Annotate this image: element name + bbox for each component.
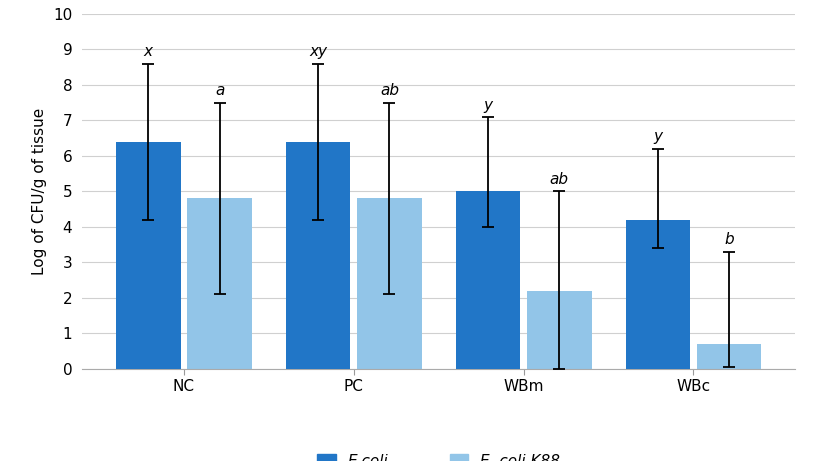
Text: b: b bbox=[723, 232, 733, 248]
Y-axis label: Log of CFU/g of tissue: Log of CFU/g of tissue bbox=[33, 108, 48, 275]
Text: xy: xy bbox=[309, 44, 327, 59]
Text: ab: ab bbox=[549, 172, 568, 187]
Bar bbox=[455, 191, 519, 369]
Bar bbox=[115, 142, 180, 369]
Bar bbox=[625, 220, 690, 369]
Legend: E.coli, E. coli K88: E.coli, E. coli K88 bbox=[310, 448, 566, 461]
Bar bbox=[696, 344, 761, 369]
Text: y: y bbox=[653, 130, 662, 144]
Bar bbox=[357, 198, 421, 369]
Bar bbox=[286, 142, 350, 369]
Text: y: y bbox=[483, 98, 492, 112]
Text: a: a bbox=[215, 83, 224, 98]
Bar bbox=[527, 291, 590, 369]
Bar bbox=[187, 198, 251, 369]
Text: x: x bbox=[143, 44, 152, 59]
Text: ab: ab bbox=[379, 83, 399, 98]
